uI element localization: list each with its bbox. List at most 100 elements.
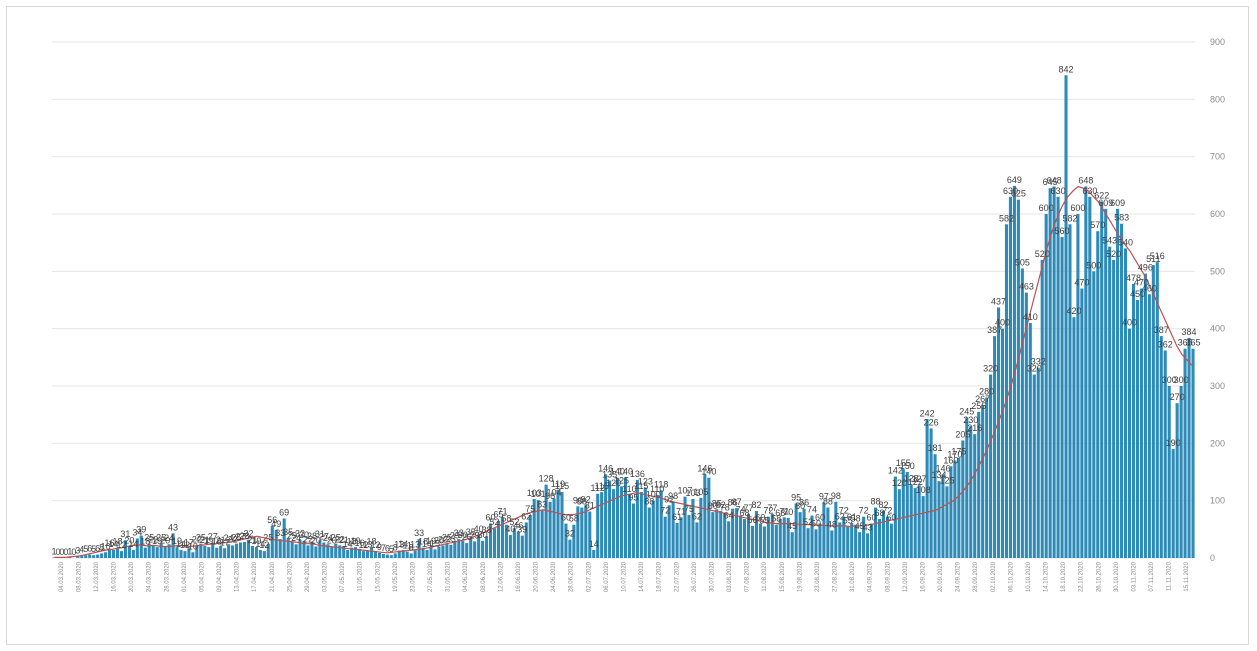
data-label: 255 xyxy=(971,401,986,411)
data-label: 70 xyxy=(783,507,793,517)
data-label: 71 xyxy=(779,506,789,516)
data-label: 25 xyxy=(156,533,166,543)
x-tick-label: 18.07.2020 xyxy=(657,561,663,592)
data-label: 5 xyxy=(91,544,96,554)
data-label: 478 xyxy=(1126,273,1141,283)
trend-line xyxy=(54,185,1193,558)
bar xyxy=(203,545,207,558)
data-label: 19 xyxy=(426,536,436,546)
data-label: 18 xyxy=(212,537,222,547)
bar xyxy=(1147,294,1151,558)
x-tick-label: 08.06.2020 xyxy=(481,561,487,592)
data-label: 450 xyxy=(1130,289,1145,299)
bar xyxy=(195,545,199,558)
bar xyxy=(862,516,866,558)
data-label: 105 xyxy=(693,487,708,497)
x-tick-label: 19.05.2020 xyxy=(393,561,399,592)
data-label: 98 xyxy=(545,491,555,501)
bar xyxy=(80,555,84,558)
bar xyxy=(1064,75,1068,559)
x-tick-label: 24.06.2020 xyxy=(551,561,557,592)
bar xyxy=(564,523,568,558)
data-label: 23 xyxy=(446,534,456,544)
x-tick-label: 11.05.2020 xyxy=(358,561,364,591)
y-tick-label: 500 xyxy=(1210,266,1225,276)
data-label: 600 xyxy=(1070,203,1085,213)
bar xyxy=(389,555,393,558)
data-label: 19 xyxy=(172,536,182,546)
data-label: 24 xyxy=(224,533,234,543)
bar xyxy=(409,553,413,558)
bar xyxy=(1044,214,1048,558)
data-label: 400 xyxy=(995,318,1010,328)
data-label: 27 xyxy=(319,532,329,542)
bar xyxy=(457,539,461,558)
bar xyxy=(100,553,104,558)
bar xyxy=(937,481,941,558)
bar xyxy=(1179,386,1183,558)
bar xyxy=(1092,271,1096,558)
bar xyxy=(107,548,112,558)
bar xyxy=(127,546,131,558)
bar xyxy=(627,494,632,558)
bar xyxy=(1036,367,1040,558)
data-label: 128 xyxy=(904,474,919,484)
data-label: 31 xyxy=(315,529,325,539)
bar xyxy=(302,540,306,558)
data-label: 18 xyxy=(112,537,122,547)
bar xyxy=(933,454,937,558)
x-tick-label: 11.11.2020 xyxy=(1167,561,1173,591)
bar xyxy=(731,508,735,558)
bar xyxy=(429,547,433,558)
bar xyxy=(592,549,596,558)
data-label: 32 xyxy=(565,529,575,539)
bar xyxy=(798,512,802,558)
data-label: 56 xyxy=(747,515,757,525)
bar xyxy=(814,529,818,558)
bar xyxy=(552,498,556,558)
bar xyxy=(953,460,957,558)
data-label: 82 xyxy=(751,500,761,510)
bar xyxy=(850,523,854,558)
bar xyxy=(568,539,572,558)
data-label: 14 xyxy=(109,539,119,549)
bar xyxy=(314,546,318,558)
data-label: 72 xyxy=(660,506,670,516)
data-label: 46 xyxy=(513,521,523,531)
x-tick-label: 08.03.2020 xyxy=(76,561,82,592)
bar xyxy=(981,404,985,558)
bar xyxy=(1116,208,1120,558)
bar xyxy=(584,505,588,558)
bar xyxy=(786,517,790,558)
bar xyxy=(88,554,92,558)
bar xyxy=(687,515,691,558)
bar xyxy=(1191,348,1195,558)
data-label: 205 xyxy=(955,429,970,439)
data-label: 97 xyxy=(819,491,829,501)
x-tick-label: 31.05.2020 xyxy=(446,561,452,592)
bar xyxy=(671,501,675,558)
data-label: 12 xyxy=(180,540,190,550)
bar xyxy=(68,557,72,558)
data-label: 0 xyxy=(71,547,76,557)
bar xyxy=(866,533,870,558)
data-label: 410 xyxy=(1023,312,1038,322)
data-label: 62 xyxy=(692,511,702,521)
bar xyxy=(1123,248,1128,558)
bar xyxy=(207,547,211,558)
data-label: 16 xyxy=(105,538,115,548)
data-label: 88 xyxy=(644,497,654,507)
data-label: 26 xyxy=(462,532,472,542)
data-label: 0 xyxy=(59,547,64,557)
data-label: 68 xyxy=(740,508,750,518)
bar xyxy=(699,497,703,558)
bar xyxy=(679,517,683,558)
bar xyxy=(274,529,278,558)
data-label: 645 xyxy=(1043,177,1058,187)
x-tick-label: 03.11.2020 xyxy=(1131,561,1137,591)
data-label: 88 xyxy=(823,497,833,507)
x-tick-label: 17.04.2020 xyxy=(252,561,258,592)
data-label: 14 xyxy=(422,539,432,549)
bar xyxy=(147,543,151,558)
bar xyxy=(520,535,524,558)
